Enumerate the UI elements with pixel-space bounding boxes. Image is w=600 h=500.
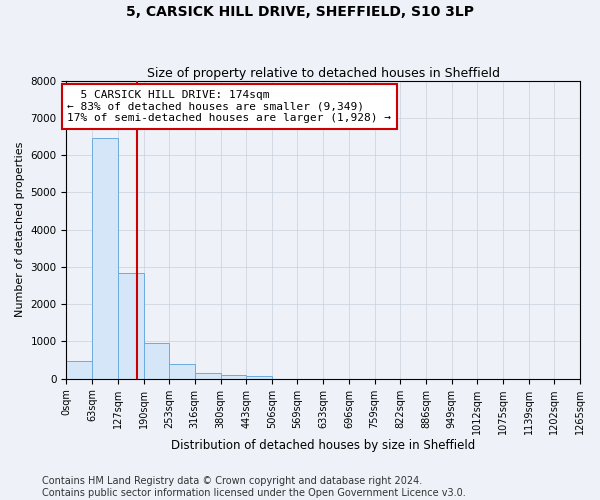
Text: 5 CARSICK HILL DRIVE: 174sqm
← 83% of detached houses are smaller (9,349)
17% of: 5 CARSICK HILL DRIVE: 174sqm ← 83% of de…: [67, 90, 391, 123]
Text: 5, CARSICK HILL DRIVE, SHEFFIELD, S10 3LP: 5, CARSICK HILL DRIVE, SHEFFIELD, S10 3L…: [126, 5, 474, 19]
Bar: [143, 344, 169, 378]
X-axis label: Distribution of detached houses by size in Sheffield: Distribution of detached houses by size …: [171, 440, 475, 452]
Text: Contains HM Land Registry data © Crown copyright and database right 2024.
Contai: Contains HM Land Registry data © Crown c…: [42, 476, 466, 498]
Bar: [67, 361, 92, 378]
Bar: [118, 272, 143, 378]
Y-axis label: Number of detached properties: Number of detached properties: [15, 142, 25, 318]
Title: Size of property relative to detached houses in Sheffield: Size of property relative to detached ho…: [147, 66, 500, 80]
Bar: [169, 364, 195, 378]
Bar: [92, 138, 118, 378]
Bar: [195, 373, 221, 378]
Bar: [221, 375, 246, 378]
Bar: [246, 376, 272, 378]
